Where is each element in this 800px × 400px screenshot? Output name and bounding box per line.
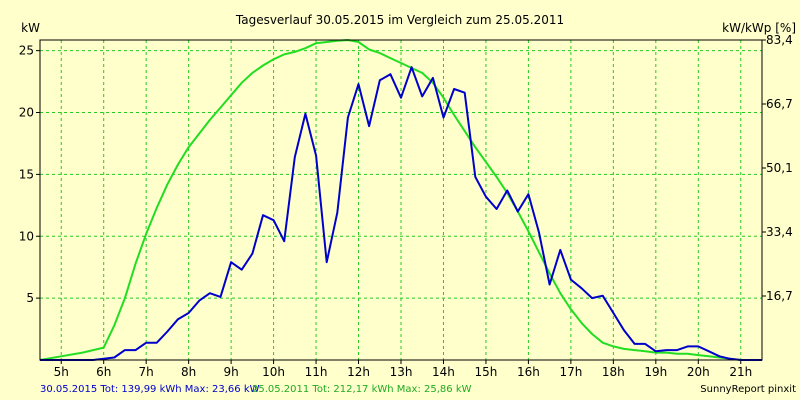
footer-2015-summary: 30.05.2015 Tot: 139,99 kWh Max: 23,66 kW xyxy=(40,384,260,395)
y-right-tick-label: 50,1 xyxy=(766,161,793,175)
x-tick-label: 21h xyxy=(729,365,752,379)
tick-labels: 5h 6h 7h 8h 9h 10h 11h 12h 13h 14h 15h 16h 17h 18h 19h… xyxy=(19,33,793,379)
footer-credit: SunnyReport pinxit xyxy=(700,384,796,395)
chart-title: Tagesverlauf 30.05.2015 im Vergleich zum… xyxy=(235,13,564,27)
y-right-tick-label: 33,4 xyxy=(766,225,793,239)
x-tick-label: 16h xyxy=(517,365,540,379)
footer-2011-summary: 25.05.2011 Tot: 212,17 kWh Max: 25,86 kW xyxy=(252,384,472,395)
grid xyxy=(40,40,762,360)
y-right-tick-label: 16,7 xyxy=(766,289,793,303)
x-tick-label: 9h xyxy=(223,365,238,379)
x-tick-label: 12h xyxy=(347,365,370,379)
series-line-30-05-2015 xyxy=(40,66,762,361)
x-tick-label: 5h xyxy=(54,365,69,379)
y-right-tick-label: 83,4 xyxy=(766,33,793,47)
x-tick-label: 11h xyxy=(305,365,328,379)
y-axis-label-left: kW xyxy=(21,21,40,35)
series-lines xyxy=(39,39,762,361)
y-axis-label-right: kW/kWp [%] xyxy=(722,21,796,35)
x-tick-label: 17h xyxy=(559,365,582,379)
x-tick-label: 18h xyxy=(602,365,625,379)
y-tick-label: 25 xyxy=(19,44,34,58)
y-tick-label: 20 xyxy=(19,106,34,120)
x-tick-label: 15h xyxy=(475,365,498,379)
y-right-tick-label: 66,7 xyxy=(766,97,793,111)
plot-frame xyxy=(39,39,763,361)
x-tick-label: 19h xyxy=(644,365,667,379)
y-tick-label: 10 xyxy=(19,229,34,243)
y-tick-label: 15 xyxy=(19,167,34,181)
x-tick-label: 20h xyxy=(687,365,710,379)
x-tick-label: 7h xyxy=(139,365,154,379)
x-tick-label: 14h xyxy=(432,365,455,379)
x-tick-label: 6h xyxy=(96,365,111,379)
y-tick-label: 5 xyxy=(26,291,34,305)
x-tick-label: 8h xyxy=(181,365,196,379)
x-tick-label: 13h xyxy=(390,365,413,379)
x-tick-label: 10h xyxy=(262,365,285,379)
